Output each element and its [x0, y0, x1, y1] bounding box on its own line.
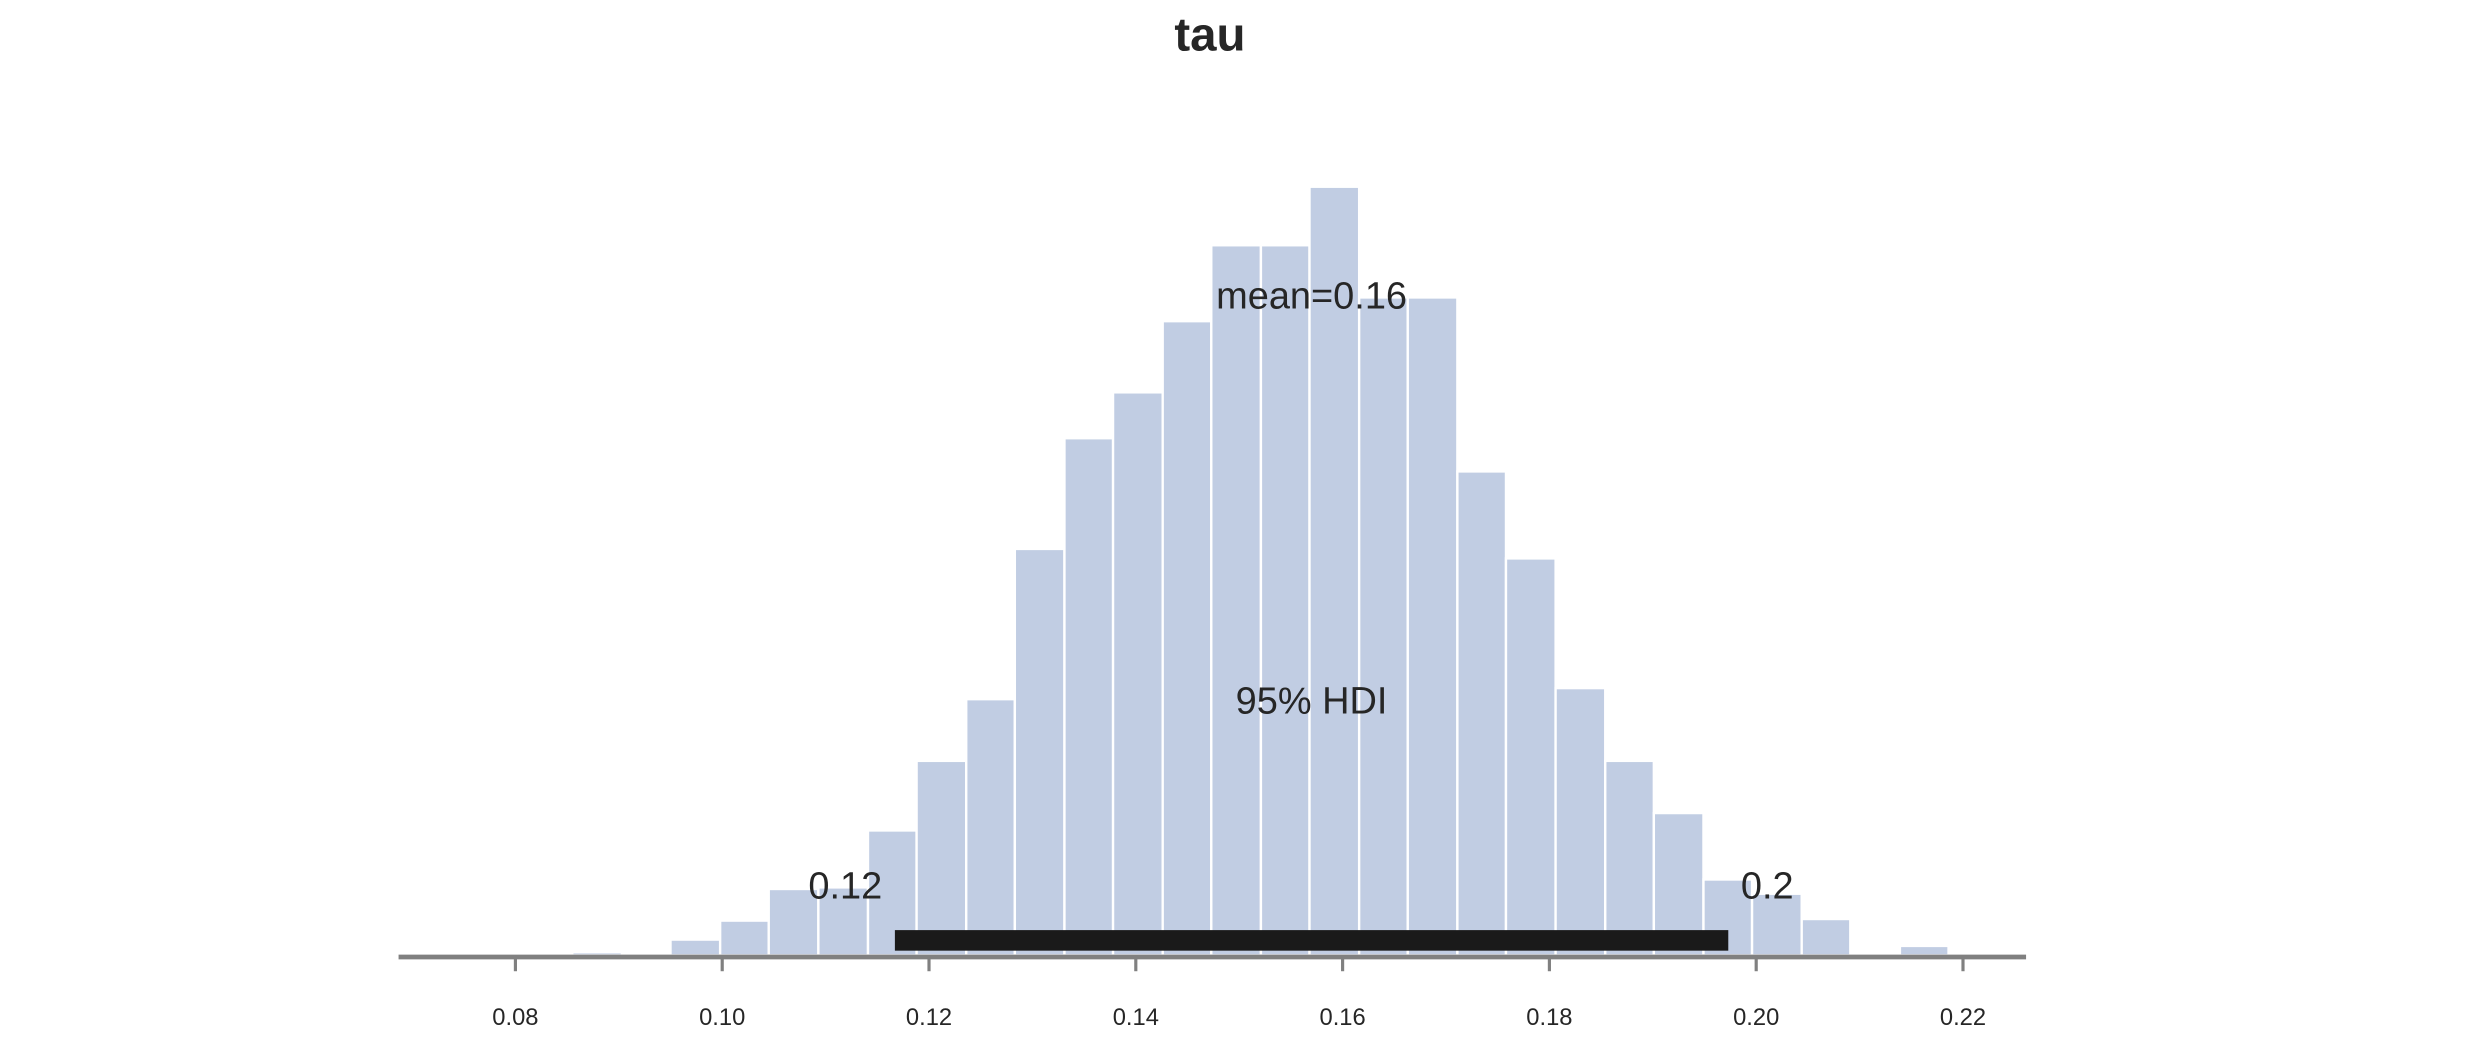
bar — [718, 919, 770, 957]
bar — [1111, 391, 1164, 957]
mean-label: mean=0.16 — [1216, 276, 1407, 318]
bar — [1456, 470, 1508, 957]
x-tick-label: 0.20 — [1733, 1005, 1779, 1031]
hdi-high-label: 0.2 — [1741, 865, 1794, 907]
bar — [1800, 917, 1852, 957]
x-tick-label: 0.10 — [699, 1005, 745, 1031]
x-tick-label: 0.22 — [1940, 1005, 1986, 1031]
bar — [1063, 437, 1115, 957]
bar — [1013, 547, 1066, 957]
bar — [965, 698, 1017, 957]
chart-title: tau — [1174, 9, 1245, 62]
x-tick-label: 0.16 — [1320, 1005, 1366, 1031]
bar — [1504, 557, 1557, 957]
bar — [1161, 319, 1213, 957]
bar — [1210, 244, 1263, 957]
bar — [1357, 296, 1409, 957]
hdi-label: 95% HDI — [1236, 680, 1388, 722]
bar — [1406, 296, 1459, 957]
hdi-bar — [894, 930, 1729, 951]
hdi-low-label: 0.12 — [808, 865, 882, 907]
bar — [1259, 244, 1311, 957]
bar — [1750, 892, 1803, 957]
bar — [669, 938, 722, 957]
bar — [915, 759, 968, 957]
x-tick-label: 0.14 — [1113, 1005, 1159, 1031]
x-tick-label: 0.08 — [492, 1005, 538, 1031]
bar — [1898, 944, 1950, 957]
x-tick-label: 0.12 — [906, 1005, 952, 1031]
x-tick-label: 0.18 — [1526, 1005, 1572, 1031]
bar — [1604, 759, 1656, 957]
bar — [1554, 686, 1607, 957]
